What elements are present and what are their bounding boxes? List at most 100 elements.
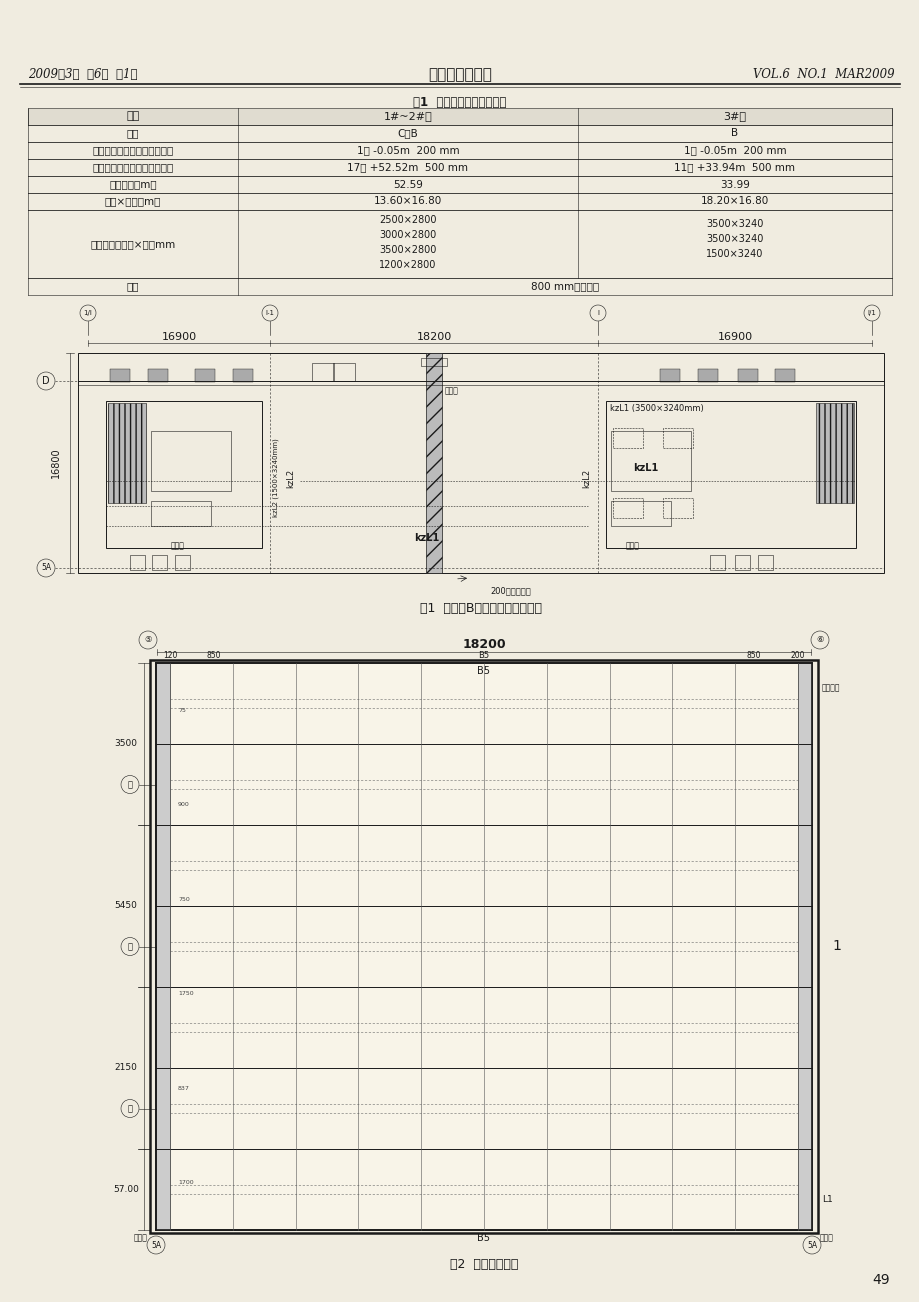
Bar <box>312 363 334 381</box>
Text: 18200: 18200 <box>461 638 505 651</box>
Bar <box>233 368 253 381</box>
Text: 1/I: 1/I <box>84 310 92 316</box>
Bar <box>195 368 215 381</box>
Text: I-1: I-1 <box>266 310 274 316</box>
Bar <box>175 555 190 570</box>
Text: L1: L1 <box>821 1195 832 1204</box>
Text: 切块连体顶部楼层标高、板厚: 切块连体顶部楼层标高、板厚 <box>92 163 174 172</box>
Text: 3#楼: 3#楼 <box>722 112 745 121</box>
Text: 16900: 16900 <box>161 332 197 342</box>
Text: ⑰: ⑰ <box>128 780 132 789</box>
Text: 重力墙: 重力墙 <box>819 1233 833 1242</box>
Text: 850: 850 <box>746 651 760 660</box>
Text: 75: 75 <box>177 708 186 712</box>
Text: kzL2: kzL2 <box>286 469 295 487</box>
Text: 3500×2800: 3500×2800 <box>379 245 437 255</box>
Text: kzL1: kzL1 <box>632 464 657 473</box>
Text: 3500×3240: 3500×3240 <box>706 234 763 243</box>
Text: 表1  转换层梁板结构特征表: 表1 转换层梁板结构特征表 <box>413 95 506 108</box>
Bar <box>106 401 262 548</box>
Bar <box>151 501 210 526</box>
Text: 850: 850 <box>207 651 221 660</box>
Bar <box>610 501 670 526</box>
Text: D: D <box>42 376 50 385</box>
Text: 重力墙: 重力墙 <box>171 542 185 551</box>
Bar <box>421 358 447 366</box>
Bar <box>606 401 855 548</box>
Text: 16800: 16800 <box>51 448 61 478</box>
Text: 重力墙: 重力墙 <box>625 542 640 551</box>
Bar <box>333 363 355 381</box>
Text: 1: 1 <box>831 940 840 953</box>
Text: 120: 120 <box>163 651 177 660</box>
Bar <box>815 404 853 503</box>
Text: 跨度×宽度（m）: 跨度×宽度（m） <box>105 197 161 207</box>
Text: 1500×3240: 1500×3240 <box>706 249 763 259</box>
Text: 切块高度（m）: 切块高度（m） <box>109 180 156 190</box>
Text: 52.59: 52.59 <box>392 180 423 190</box>
Text: ⑲: ⑲ <box>128 1104 132 1113</box>
Text: 13.60×16.80: 13.60×16.80 <box>373 197 442 207</box>
Text: B5: B5 <box>477 1233 490 1243</box>
Text: B5: B5 <box>477 667 490 676</box>
Text: 图2  上弦梁布置图: 图2 上弦梁布置图 <box>449 1259 517 1272</box>
Text: 区段: 区段 <box>127 129 139 138</box>
Text: 1700: 1700 <box>177 1180 193 1185</box>
Text: 18200: 18200 <box>416 332 451 342</box>
Text: 5A: 5A <box>40 564 51 573</box>
Text: VOL.6  NO.1  MAR2009: VOL.6 NO.1 MAR2009 <box>753 69 894 82</box>
Bar <box>698 368 717 381</box>
Bar <box>110 368 130 381</box>
Text: 900: 900 <box>177 802 189 807</box>
Text: 49: 49 <box>871 1273 889 1286</box>
Text: 200厚楼板底板: 200厚楼板底板 <box>490 586 530 595</box>
Text: 5A: 5A <box>806 1241 816 1250</box>
Text: 5A: 5A <box>151 1241 161 1250</box>
Text: C、B: C、B <box>397 129 418 138</box>
Bar <box>612 428 642 448</box>
Text: kzL1 (3500×3240mm): kzL1 (3500×3240mm) <box>609 404 703 413</box>
Bar <box>709 555 724 570</box>
Bar <box>774 368 794 381</box>
Bar <box>425 353 441 573</box>
Text: 3500×3240: 3500×3240 <box>706 219 763 229</box>
Text: 备注: 备注 <box>127 281 139 292</box>
Text: 11层 +33.94m  500 mm: 11层 +33.94m 500 mm <box>674 163 795 172</box>
Text: B: B <box>731 129 738 138</box>
Text: B5: B5 <box>478 651 489 660</box>
Bar <box>148 368 168 381</box>
Text: 转换梁截面（宽×高）mm: 转换梁截面（宽×高）mm <box>90 240 176 249</box>
Text: 3500: 3500 <box>114 740 137 749</box>
Text: 重力墙: 重力墙 <box>134 1233 148 1242</box>
Text: 图1  三号楼B区十一层结构平面图: 图1 三号楼B区十一层结构平面图 <box>420 602 541 615</box>
Bar <box>28 108 891 125</box>
Bar <box>152 555 167 570</box>
Text: 837: 837 <box>177 1086 189 1091</box>
Text: 3000×2800: 3000×2800 <box>379 230 437 240</box>
Text: 1750: 1750 <box>177 991 193 996</box>
Bar <box>78 353 883 573</box>
Bar <box>737 368 757 381</box>
Bar <box>757 555 772 570</box>
Bar <box>108 404 146 503</box>
Text: 800 mm宽后浇带: 800 mm宽后浇带 <box>530 281 598 292</box>
Text: 2150: 2150 <box>115 1064 137 1073</box>
Bar <box>663 428 692 448</box>
Text: 16900: 16900 <box>717 332 752 342</box>
Text: 33.99: 33.99 <box>720 180 749 190</box>
Text: kzL2: kzL2 <box>582 469 590 487</box>
Text: 2009年3月  第6卷  第1期: 2009年3月 第6卷 第1期 <box>28 69 137 82</box>
Text: 5450: 5450 <box>115 901 137 910</box>
Text: 18.20×16.80: 18.20×16.80 <box>700 197 768 207</box>
Bar <box>150 660 817 1233</box>
Bar <box>663 497 692 518</box>
Text: ⑥: ⑥ <box>815 635 823 644</box>
Text: 栋号: 栋号 <box>126 112 140 121</box>
Text: 1层 -0.05m  200 mm: 1层 -0.05m 200 mm <box>683 146 786 155</box>
Text: 17层 +52.52m  500 mm: 17层 +52.52m 500 mm <box>347 163 468 172</box>
Bar <box>156 663 811 1230</box>
Text: kzL1: kzL1 <box>414 533 438 543</box>
Bar <box>659 368 679 381</box>
Bar <box>734 555 749 570</box>
Text: I: I <box>596 310 598 316</box>
